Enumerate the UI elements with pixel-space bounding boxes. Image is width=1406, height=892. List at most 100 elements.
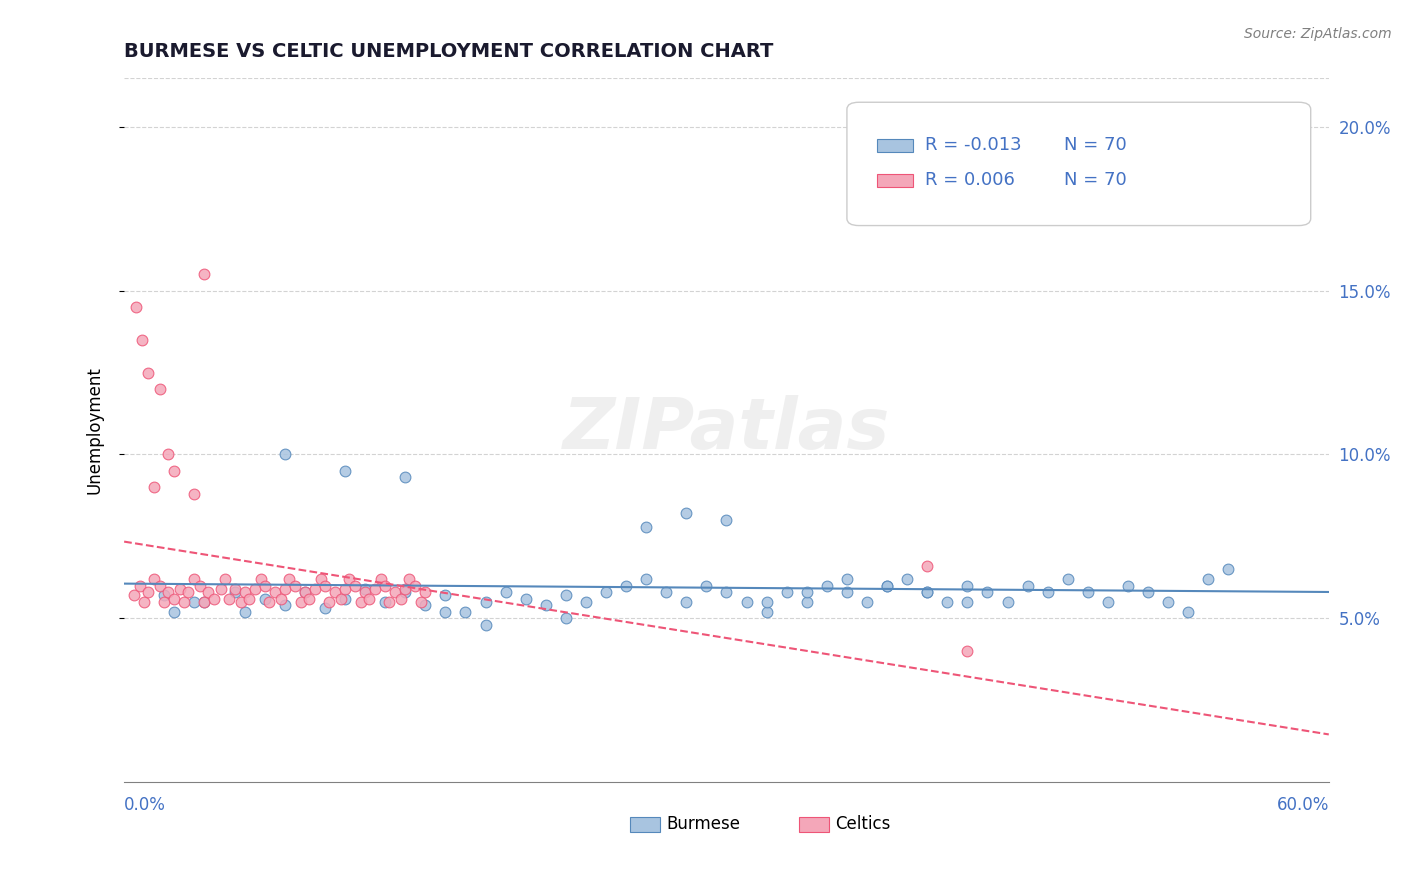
Point bbox=[193, 595, 215, 609]
Point bbox=[876, 578, 898, 592]
Point bbox=[122, 588, 145, 602]
Text: N = 70: N = 70 bbox=[1064, 171, 1126, 189]
Point bbox=[413, 598, 436, 612]
Point bbox=[398, 572, 420, 586]
Y-axis label: Unemployment: Unemployment bbox=[86, 366, 103, 494]
Point bbox=[1097, 595, 1119, 609]
Point bbox=[249, 572, 271, 586]
Point bbox=[595, 585, 617, 599]
Point bbox=[354, 582, 377, 596]
Point bbox=[209, 582, 232, 596]
Point bbox=[474, 618, 496, 632]
Point bbox=[214, 572, 236, 586]
Point bbox=[1036, 585, 1059, 599]
Point bbox=[330, 591, 353, 606]
Point bbox=[344, 578, 367, 592]
Point bbox=[515, 591, 537, 606]
Point bbox=[370, 572, 392, 586]
Point bbox=[554, 588, 576, 602]
Point bbox=[197, 585, 219, 599]
Point bbox=[284, 578, 307, 592]
Point bbox=[776, 585, 799, 599]
Point bbox=[474, 595, 496, 609]
Point bbox=[173, 595, 195, 609]
Point bbox=[204, 591, 226, 606]
Text: Source: ZipAtlas.com: Source: ZipAtlas.com bbox=[1244, 27, 1392, 41]
Point bbox=[413, 585, 436, 599]
Point bbox=[274, 447, 297, 461]
Point bbox=[131, 333, 153, 347]
Point bbox=[394, 582, 416, 596]
Point bbox=[1116, 578, 1139, 592]
Point bbox=[636, 572, 658, 586]
Point bbox=[815, 578, 838, 592]
Point bbox=[253, 591, 276, 606]
Point bbox=[229, 595, 252, 609]
Point bbox=[394, 470, 416, 484]
Point bbox=[374, 578, 396, 592]
Point bbox=[314, 601, 336, 615]
Point bbox=[936, 595, 959, 609]
Point bbox=[755, 595, 778, 609]
Point bbox=[796, 585, 818, 599]
Point bbox=[290, 595, 312, 609]
Point bbox=[915, 585, 938, 599]
Point bbox=[1017, 578, 1039, 592]
Point bbox=[997, 595, 1019, 609]
Point bbox=[263, 585, 285, 599]
Bar bbox=[799, 817, 830, 831]
Text: N = 70: N = 70 bbox=[1064, 136, 1126, 154]
Point bbox=[835, 572, 858, 586]
Point bbox=[136, 585, 159, 599]
Point bbox=[337, 572, 360, 586]
Point bbox=[163, 605, 186, 619]
Point bbox=[333, 582, 356, 596]
Point bbox=[1056, 572, 1078, 586]
Point bbox=[270, 591, 292, 606]
Point bbox=[856, 595, 879, 609]
Point bbox=[454, 605, 477, 619]
Point bbox=[534, 598, 557, 612]
Point bbox=[359, 591, 381, 606]
Point bbox=[253, 578, 276, 592]
Point bbox=[896, 572, 918, 586]
Point bbox=[233, 605, 256, 619]
Point bbox=[143, 480, 166, 494]
Point bbox=[257, 595, 280, 609]
Text: ZIPatlas: ZIPatlas bbox=[562, 395, 890, 465]
Point bbox=[956, 578, 979, 592]
Point bbox=[378, 595, 401, 609]
Point bbox=[314, 578, 336, 592]
Point bbox=[163, 591, 186, 606]
Point bbox=[243, 582, 266, 596]
Point bbox=[163, 464, 186, 478]
Point bbox=[575, 595, 598, 609]
Point bbox=[1177, 605, 1199, 619]
Point bbox=[218, 591, 240, 606]
Point bbox=[274, 598, 297, 612]
Point bbox=[294, 585, 316, 599]
Point bbox=[1137, 585, 1160, 599]
Text: Celtics: Celtics bbox=[835, 815, 890, 833]
Point bbox=[149, 578, 172, 592]
Point bbox=[655, 585, 678, 599]
Point bbox=[333, 464, 356, 478]
Point bbox=[675, 595, 697, 609]
Point bbox=[169, 582, 191, 596]
Point bbox=[129, 578, 152, 592]
Point bbox=[374, 595, 396, 609]
Point bbox=[434, 605, 457, 619]
FancyBboxPatch shape bbox=[846, 103, 1310, 226]
Point bbox=[298, 591, 321, 606]
Point bbox=[238, 591, 260, 606]
Point bbox=[554, 611, 576, 625]
Point bbox=[915, 585, 938, 599]
Text: R = 0.006: R = 0.006 bbox=[925, 171, 1015, 189]
Point bbox=[411, 595, 433, 609]
Point bbox=[1197, 572, 1219, 586]
Point bbox=[1157, 595, 1180, 609]
Point bbox=[956, 644, 979, 658]
Point bbox=[364, 582, 387, 596]
Point bbox=[614, 578, 637, 592]
Text: BURMESE VS CELTIC UNEMPLOYMENT CORRELATION CHART: BURMESE VS CELTIC UNEMPLOYMENT CORRELATI… bbox=[124, 42, 773, 61]
